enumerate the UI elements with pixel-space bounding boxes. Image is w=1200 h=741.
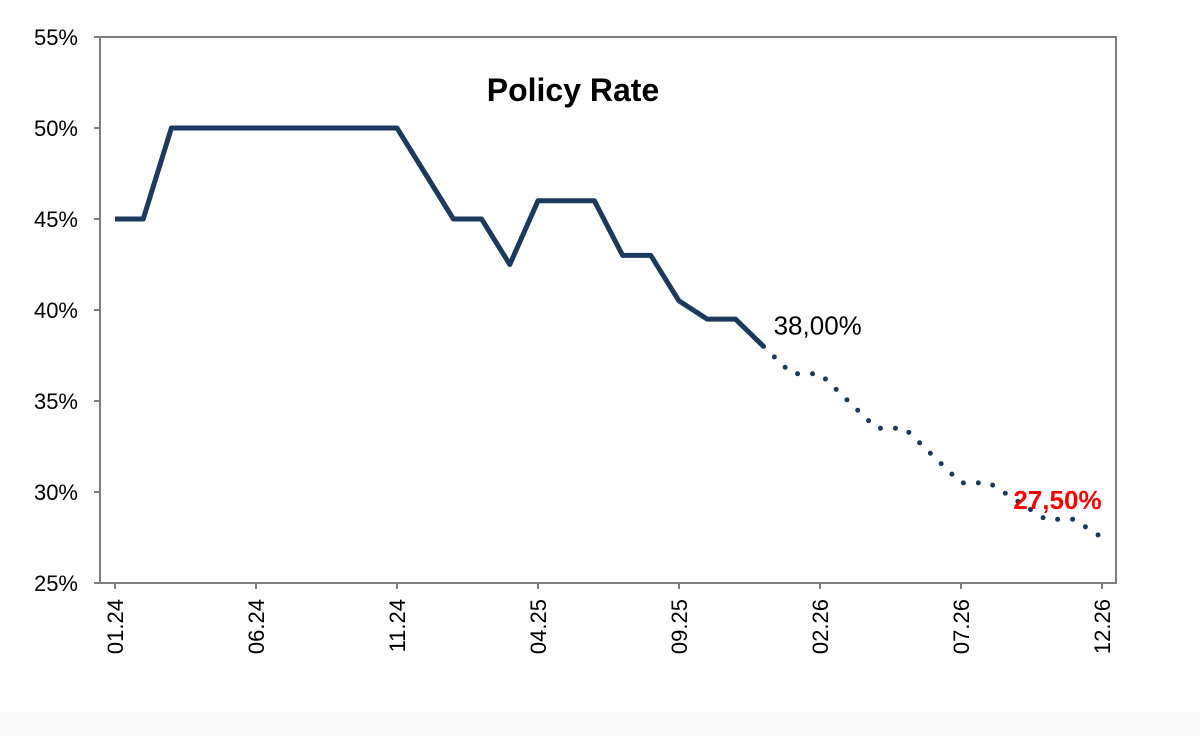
x-tick-label: 02.26 (808, 599, 833, 654)
y-tick-label: 35% (34, 389, 78, 414)
y-tick-label: 30% (34, 480, 78, 505)
x-tick-label: 12.26 (1090, 599, 1115, 654)
y-tick-label: 55% (34, 25, 78, 50)
x-tick-label: 01.24 (103, 599, 128, 654)
x-axis-ticks: 01.24 06.24 11.24 04.25 09.25 02.26 07.26 12.26 (103, 583, 1115, 654)
forecast-end-value-label: 27,50% (1013, 485, 1101, 515)
last-actual-value-label: 38,00% (774, 310, 862, 340)
y-tick-label: 50% (34, 116, 78, 141)
series-layer (115, 125, 1105, 540)
footer-band (0, 712, 1200, 736)
actual-series-line (115, 125, 766, 349)
y-tick-label: 25% (34, 571, 78, 596)
annotations-layer: 38,00% 27,50% (774, 310, 1102, 515)
chart-title: Policy Rate (487, 72, 660, 108)
plot-area-frame (99, 36, 1117, 584)
y-axis-ticks: 25% 30% 35% 40% 45% 50% 55% (34, 25, 100, 596)
y-tick-label: 45% (34, 207, 78, 232)
x-tick-label: 09.25 (667, 599, 692, 654)
x-tick-label: 11.24 (385, 599, 410, 652)
x-tick-label: 06.24 (244, 599, 269, 654)
x-tick-label: 07.26 (949, 599, 974, 654)
x-tick-label: 04.25 (526, 599, 551, 654)
y-tick-label: 40% (34, 298, 78, 323)
